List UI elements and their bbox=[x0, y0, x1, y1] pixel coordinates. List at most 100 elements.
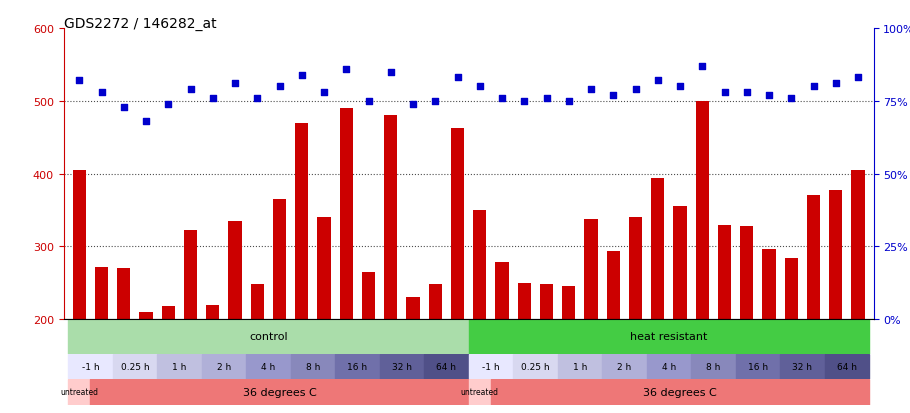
Text: GDS2272 / 146282_at: GDS2272 / 146282_at bbox=[64, 17, 217, 31]
Bar bbox=[584, 219, 598, 413]
Bar bbox=[673, 206, 687, 413]
Text: 2 h: 2 h bbox=[217, 362, 231, 371]
Bar bbox=[73, 171, 86, 413]
Bar bbox=[246, 354, 290, 379]
Point bbox=[695, 63, 710, 70]
Point bbox=[72, 78, 86, 85]
Bar bbox=[250, 285, 264, 413]
Bar bbox=[695, 102, 709, 413]
Bar bbox=[784, 259, 798, 413]
Bar bbox=[273, 199, 287, 413]
Bar bbox=[95, 267, 108, 413]
Bar bbox=[384, 116, 398, 413]
Point bbox=[450, 75, 465, 82]
Bar bbox=[852, 171, 864, 413]
Text: 16 h: 16 h bbox=[748, 362, 768, 371]
Text: 16 h: 16 h bbox=[348, 362, 368, 371]
Bar bbox=[206, 305, 219, 413]
Point bbox=[851, 75, 865, 82]
Bar bbox=[780, 354, 824, 379]
Point bbox=[651, 78, 665, 85]
Point bbox=[583, 87, 598, 93]
Point bbox=[295, 72, 309, 79]
Text: 0.25 h: 0.25 h bbox=[521, 362, 550, 371]
Bar bbox=[162, 306, 175, 413]
Bar bbox=[558, 354, 602, 379]
Text: 0.25 h: 0.25 h bbox=[121, 362, 149, 371]
Bar bbox=[490, 379, 869, 405]
Bar bbox=[335, 354, 379, 379]
Text: untreated: untreated bbox=[60, 387, 98, 396]
Text: 32 h: 32 h bbox=[392, 362, 412, 371]
Text: untreated: untreated bbox=[460, 387, 499, 396]
Bar bbox=[117, 268, 130, 413]
Point bbox=[762, 93, 776, 99]
Bar bbox=[68, 379, 90, 405]
Point bbox=[317, 90, 331, 96]
Bar bbox=[629, 218, 642, 413]
Bar bbox=[469, 319, 869, 354]
Point bbox=[250, 95, 265, 102]
Point bbox=[606, 93, 621, 99]
Point bbox=[717, 90, 732, 96]
Point bbox=[740, 90, 754, 96]
Text: 32 h: 32 h bbox=[793, 362, 813, 371]
Bar bbox=[295, 123, 308, 413]
Bar bbox=[824, 354, 869, 379]
Text: control: control bbox=[249, 332, 288, 342]
Bar bbox=[651, 178, 664, 413]
Bar bbox=[692, 354, 735, 379]
Bar bbox=[735, 354, 780, 379]
Bar bbox=[68, 354, 113, 379]
Bar bbox=[495, 263, 509, 413]
Bar bbox=[424, 354, 469, 379]
Text: 36 degrees C: 36 degrees C bbox=[243, 387, 317, 397]
Point bbox=[272, 84, 287, 90]
Point bbox=[672, 84, 687, 90]
Text: 64 h: 64 h bbox=[837, 362, 857, 371]
Bar bbox=[602, 354, 647, 379]
Point bbox=[161, 101, 176, 108]
Point bbox=[228, 81, 242, 88]
Point bbox=[806, 84, 821, 90]
Bar bbox=[407, 298, 420, 413]
Bar bbox=[829, 190, 843, 413]
Text: 64 h: 64 h bbox=[437, 362, 457, 371]
Text: 36 degrees C: 36 degrees C bbox=[643, 387, 717, 397]
Text: heat resistant: heat resistant bbox=[631, 332, 708, 342]
Bar bbox=[139, 312, 153, 413]
Bar bbox=[362, 272, 375, 413]
Text: 8 h: 8 h bbox=[706, 362, 721, 371]
Bar bbox=[90, 379, 469, 405]
Bar bbox=[740, 226, 753, 413]
Point bbox=[472, 84, 487, 90]
Bar bbox=[540, 285, 553, 413]
Bar bbox=[647, 354, 692, 379]
Bar bbox=[202, 354, 246, 379]
Bar bbox=[763, 250, 775, 413]
Bar bbox=[718, 225, 732, 413]
Bar bbox=[339, 109, 353, 413]
Bar bbox=[473, 211, 487, 413]
Text: -1 h: -1 h bbox=[482, 362, 500, 371]
Point bbox=[540, 95, 554, 102]
Point bbox=[828, 81, 843, 88]
Text: 4 h: 4 h bbox=[662, 362, 676, 371]
Bar bbox=[562, 287, 575, 413]
Bar bbox=[429, 285, 442, 413]
Bar bbox=[807, 196, 820, 413]
Bar bbox=[318, 218, 330, 413]
Bar bbox=[450, 129, 464, 413]
Point bbox=[361, 98, 376, 105]
Bar bbox=[469, 354, 513, 379]
Point bbox=[495, 95, 510, 102]
Text: 2 h: 2 h bbox=[617, 362, 632, 371]
Point bbox=[116, 104, 131, 111]
Bar bbox=[518, 283, 531, 413]
Bar bbox=[184, 230, 197, 413]
Bar bbox=[68, 319, 469, 354]
Bar bbox=[290, 354, 335, 379]
Bar bbox=[228, 221, 242, 413]
Bar bbox=[513, 354, 558, 379]
Point bbox=[428, 98, 442, 105]
